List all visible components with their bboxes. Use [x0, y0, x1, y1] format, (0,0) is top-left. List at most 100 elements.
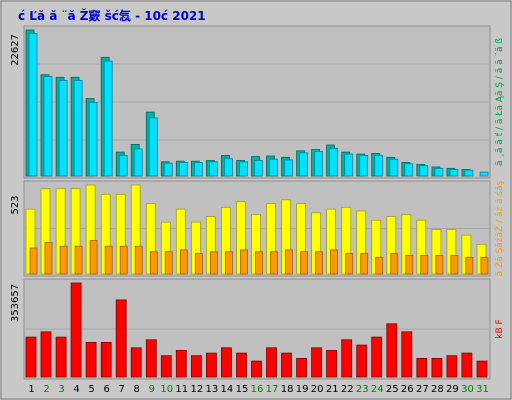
right-legend: ă Żă ŞăźăŻ / ăż ă śăş	[494, 180, 505, 276]
bar-visits-cyan-day-5	[88, 102, 98, 177]
bar-traffic-red-day-10	[160, 355, 172, 378]
bar-pages-orange-day-3	[59, 245, 68, 275]
bar-visits-cyan-day-21	[329, 147, 339, 177]
x-tick-day-28: 28	[431, 384, 444, 395]
bar-pages-orange-day-28	[435, 255, 444, 275]
x-tick-day-5: 5	[88, 384, 94, 395]
bar-pages-orange-day-12	[194, 253, 203, 275]
bar-visits-cyan-day-12	[193, 161, 203, 177]
bar-visits-cyan-day-3	[58, 80, 68, 177]
bar-pages-orange-day-6	[104, 245, 113, 275]
bar-traffic-red-day-4	[70, 282, 82, 378]
bar-visits-cyan-day-20	[314, 151, 324, 177]
bar-traffic-red-day-25	[386, 323, 398, 378]
bar-traffic-red-day-19	[296, 357, 308, 378]
x-tick-day-6: 6	[104, 384, 110, 395]
bar-pages-orange-day-31	[480, 256, 489, 275]
x-tick-day-1: 1	[28, 384, 34, 395]
bar-pages-orange-day-10	[164, 251, 173, 275]
x-tick-day-15: 15	[236, 384, 249, 395]
bar-visits-cyan-day-25	[389, 158, 399, 177]
bar-pages-orange-day-17	[270, 251, 278, 275]
bar-visits-cyan-day-23	[359, 154, 369, 177]
bar-visits-cyan-day-30	[464, 169, 474, 177]
bar-traffic-red-day-18	[281, 352, 292, 378]
panel-traffic: 353657 kB F	[10, 278, 505, 380]
x-tick-day-21: 21	[326, 384, 339, 395]
bar-pages-orange-day-26	[405, 255, 414, 275]
bar-pages-orange-day-24	[375, 256, 384, 275]
bar-pages-orange-day-2	[44, 242, 53, 275]
bar-traffic-red-day-5	[85, 341, 97, 378]
bar-visits-cyan-day-26	[404, 163, 414, 177]
bar-pages-orange-day-27	[420, 255, 429, 275]
bar-visits-cyan-day-14	[223, 158, 233, 177]
x-tick-day-17: 17	[266, 384, 279, 395]
x-tick-day-24: 24	[371, 384, 384, 395]
bar-traffic-red-day-14	[220, 347, 232, 378]
bar-visits-cyan-day-13	[208, 161, 218, 177]
x-tick-day-30: 30	[461, 384, 474, 395]
x-tick-day-27: 27	[416, 384, 429, 395]
bar-pages-orange-day-14	[224, 251, 233, 275]
bar-visits-cyan-day-8	[133, 148, 143, 177]
bar-traffic-red-day-21	[326, 349, 338, 378]
x-tick-day-26: 26	[401, 384, 414, 395]
x-axis-labels: 1 2 3 4 5 6 7 8 9 10 11 12 13 14 15 16 17 18 19 20 21 22 23 24 2…	[28, 384, 489, 395]
bar-traffic-red-day-26	[401, 331, 413, 378]
x-tick-day-14: 14	[221, 384, 234, 395]
bar-visits-cyan-day-11	[178, 161, 188, 177]
x-tick-day-2: 2	[43, 384, 49, 395]
bar-traffic-red-day-20	[311, 347, 323, 378]
panel-pages: 523 ă Żă ŞăźăŻ / ăż ă śăş	[10, 180, 505, 277]
x-tick-day-10: 10	[160, 384, 173, 395]
bar-visits-cyan-day-22	[344, 153, 354, 177]
bar-traffic-red-day-28	[431, 357, 443, 378]
bar-pages-orange-day-1	[29, 247, 38, 275]
bar-visits-cyan-day-17	[269, 158, 278, 177]
bar-visits-cyan-day-7	[118, 154, 128, 177]
bar-traffic-red-day-15	[236, 352, 247, 378]
x-tick-day-11: 11	[175, 384, 188, 395]
bar-traffic-red-day-16	[251, 360, 262, 378]
x-tick-day-18: 18	[281, 384, 294, 395]
bar-pages-orange-day-15	[240, 249, 248, 275]
bar-pages-orange-day-29	[450, 255, 459, 275]
bar-pages-orange-day-18	[285, 249, 293, 275]
bar-visits-cyan-day-29	[449, 169, 459, 177]
bar-visits-cyan-day-28	[434, 167, 444, 177]
x-tick-day-20: 20	[311, 384, 324, 395]
bar-pages-orange-day-22	[345, 253, 354, 275]
y-max-label: 353657	[10, 284, 21, 322]
bar-traffic-red-day-13	[205, 352, 217, 378]
bar-visits-cyan-day-18	[284, 159, 293, 177]
bar-pages-orange-day-8	[134, 245, 143, 275]
x-tick-day-3: 3	[58, 384, 64, 395]
bar-visits-cyan-day-27	[419, 165, 429, 177]
bar-pages-orange-day-25	[390, 253, 399, 275]
bar-traffic-red-day-3	[55, 336, 67, 378]
bar-pages-orange-day-19	[300, 251, 309, 275]
bar-pages-orange-day-9	[149, 251, 158, 275]
bar-traffic-red-day-12	[190, 355, 202, 378]
bar-traffic-red-day-31	[476, 360, 488, 378]
right-legend: ă ¸ă ­ă ť / ă Łă Ąă Ş / ă ­ă ¨ă ß	[495, 38, 505, 166]
right-legend: kB F	[495, 319, 505, 338]
bar-traffic-red-day-17	[266, 347, 277, 378]
bar-traffic-red-day-6	[100, 341, 112, 378]
bar-visits-cyan-day-9	[148, 117, 158, 177]
bar-traffic-red-day-23	[356, 344, 368, 378]
bar-traffic-red-day-8	[130, 347, 142, 378]
bar-traffic-red-day-24	[371, 336, 383, 378]
bar-traffic-red-day-9	[145, 339, 157, 378]
bar-traffic-red-day-2	[40, 331, 52, 378]
bar-traffic-red-day-29	[446, 355, 458, 378]
bar-pages-orange-day-7	[119, 245, 128, 275]
bar-visits-cyan-day-31	[479, 171, 489, 177]
bar-visits-cyan-day-1	[28, 33, 38, 177]
x-tick-day-22: 22	[341, 384, 354, 395]
bar-pages-orange-day-5	[89, 240, 98, 275]
x-tick-day-4: 4	[73, 384, 79, 395]
bar-pages-orange-day-21	[330, 249, 339, 275]
